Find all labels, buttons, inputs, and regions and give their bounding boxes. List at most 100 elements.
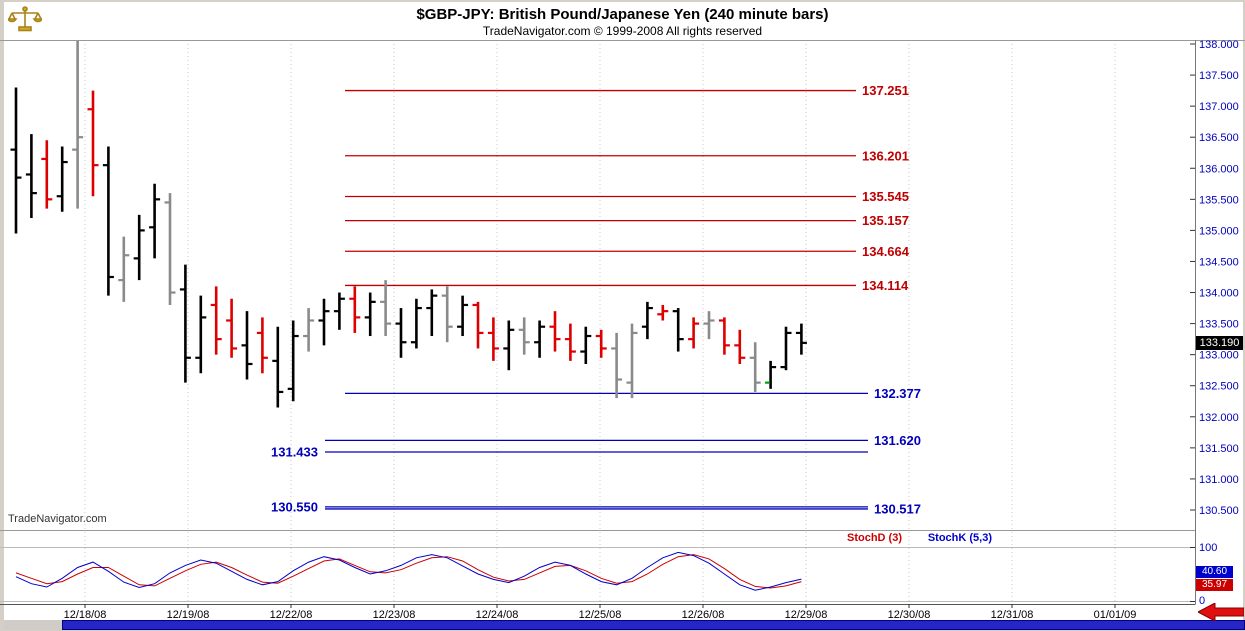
resistance-label: 135.157 <box>862 213 909 228</box>
ohlc-bar <box>349 286 361 333</box>
ohlc-bar <box>226 298 238 358</box>
ohlc-bar <box>487 317 499 361</box>
ohlc-bar <box>179 264 191 383</box>
ohlc-bar <box>657 304 669 321</box>
ohlc-bar <box>795 323 807 355</box>
price-tick-label: 132.000 <box>1199 412 1239 424</box>
ohlc-bar <box>10 87 22 234</box>
ohlc-bar <box>410 298 422 349</box>
stoch-k-legend: StochK (5,3) <box>928 532 993 544</box>
price-tick-label: 136.500 <box>1199 132 1239 144</box>
price-tick-label: 133.000 <box>1199 350 1239 362</box>
ohlc-bar <box>611 332 623 399</box>
date-label: 12/26/08 <box>682 609 725 621</box>
ohlc-bar <box>25 134 37 218</box>
ohlc-bar <box>149 183 161 259</box>
date-label: 12/31/08 <box>991 609 1034 621</box>
chart-window-background <box>4 2 1243 620</box>
ohlc-bar <box>303 308 315 352</box>
ohlc-bar <box>364 292 376 337</box>
ohlc-bar <box>118 236 130 302</box>
price-tick-label: 131.500 <box>1199 443 1239 455</box>
ohlc-bar <box>164 193 176 305</box>
price-tick-label: 138.000 <box>1199 39 1239 51</box>
price-tick-label: 130.500 <box>1199 505 1239 517</box>
price-tick-label: 134.000 <box>1199 288 1239 300</box>
date-label: 01/01/09 <box>1094 609 1137 621</box>
ohlc-bar <box>195 295 207 374</box>
stoch-k-value-badge: 40.60 <box>1196 566 1233 578</box>
date-label: 12/18/08 <box>64 609 107 621</box>
ohlc-bar <box>688 317 700 349</box>
ohlc-bar <box>703 311 715 340</box>
ohlc-bar <box>549 311 561 352</box>
ohlc-bar <box>133 214 145 281</box>
price-tick-label: 132.500 <box>1199 381 1239 393</box>
resistance-label: 137.251 <box>862 83 909 98</box>
ohlc-bar <box>672 308 684 352</box>
stoch-axis-label: 0 <box>1199 595 1205 607</box>
ohlc-bar <box>210 286 222 355</box>
resistance-label: 136.201 <box>862 148 909 163</box>
ohlc-bar <box>765 360 777 389</box>
ohlc-bar <box>426 289 438 337</box>
resistance-label: 134.114 <box>862 278 909 293</box>
price-tick-label: 135.500 <box>1199 194 1239 206</box>
ohlc-bar <box>87 90 99 197</box>
support-label: 131.433 <box>271 445 318 460</box>
ohlc-bar <box>441 286 453 343</box>
tradenavigator-scales-logo-icon <box>8 6 42 32</box>
ohlc-bar <box>256 317 268 374</box>
ohlc-bar <box>241 311 253 380</box>
ohlc-bar <box>718 317 730 355</box>
ohlc-bar <box>641 301 653 340</box>
support-label: 130.550 <box>271 499 318 514</box>
ohlc-bar <box>472 301 484 349</box>
support-label: 130.517 <box>874 501 921 516</box>
resistance-label: 135.545 <box>862 189 909 204</box>
scrollbar-thumb[interactable] <box>62 620 1245 630</box>
ohlc-bar <box>56 146 68 212</box>
chart-header: $GBP-JPY: British Pound/Japanese Yen (24… <box>0 2 1245 40</box>
resistance-label: 134.664 <box>862 244 910 259</box>
price-tick-label: 134.500 <box>1199 256 1239 268</box>
ohlc-bar <box>564 323 576 361</box>
date-label: 12/22/08 <box>270 609 313 621</box>
watermark-text: TradeNavigator.com <box>8 513 107 525</box>
scroll-left-arrow-icon[interactable] <box>1198 603 1244 621</box>
ohlc-bar <box>780 326 792 371</box>
price-tick-label: 135.000 <box>1199 225 1239 237</box>
date-label: 12/29/08 <box>785 609 828 621</box>
stoch-d-legend: StochD (3) <box>847 532 902 544</box>
stoch-axis-label: 100 <box>1199 542 1217 554</box>
ohlc-bar <box>626 323 638 399</box>
ohlc-bar <box>72 40 84 209</box>
price-tick-label: 131.000 <box>1199 474 1239 486</box>
ohlc-bar <box>734 329 746 364</box>
price-tick-label: 137.000 <box>1199 101 1239 113</box>
ohlc-bar <box>318 298 330 346</box>
ohlc-bar <box>534 320 546 358</box>
ohlc-bar <box>287 320 299 402</box>
ohlc-bar <box>272 326 284 408</box>
copyright-text: TradeNavigator.com © 1999-2008 All right… <box>482 24 763 38</box>
stoch-d-value-badge: 35.97 <box>1196 579 1233 591</box>
date-label: 12/30/08 <box>888 609 931 621</box>
stoch-d-line <box>15 554 802 589</box>
date-label: 12/25/08 <box>579 609 622 621</box>
price-tick-label: 133.500 <box>1199 319 1239 331</box>
ohlc-bar <box>503 320 515 371</box>
ohlc-bar <box>380 280 392 337</box>
support-label: 132.377 <box>874 386 921 401</box>
stoch-k-line <box>15 551 802 591</box>
ohlc-bar <box>580 326 592 364</box>
price-tick-label: 137.500 <box>1199 70 1239 82</box>
chart-title: $GBP-JPY: British Pound/Japanese Yen (24… <box>416 6 829 23</box>
date-label: 12/24/08 <box>476 609 519 621</box>
price-tick-label: 136.000 <box>1199 163 1239 175</box>
ohlc-bar <box>457 295 469 337</box>
last-price-badge: 133.190 <box>1196 336 1243 350</box>
ohlc-bar <box>102 146 114 296</box>
